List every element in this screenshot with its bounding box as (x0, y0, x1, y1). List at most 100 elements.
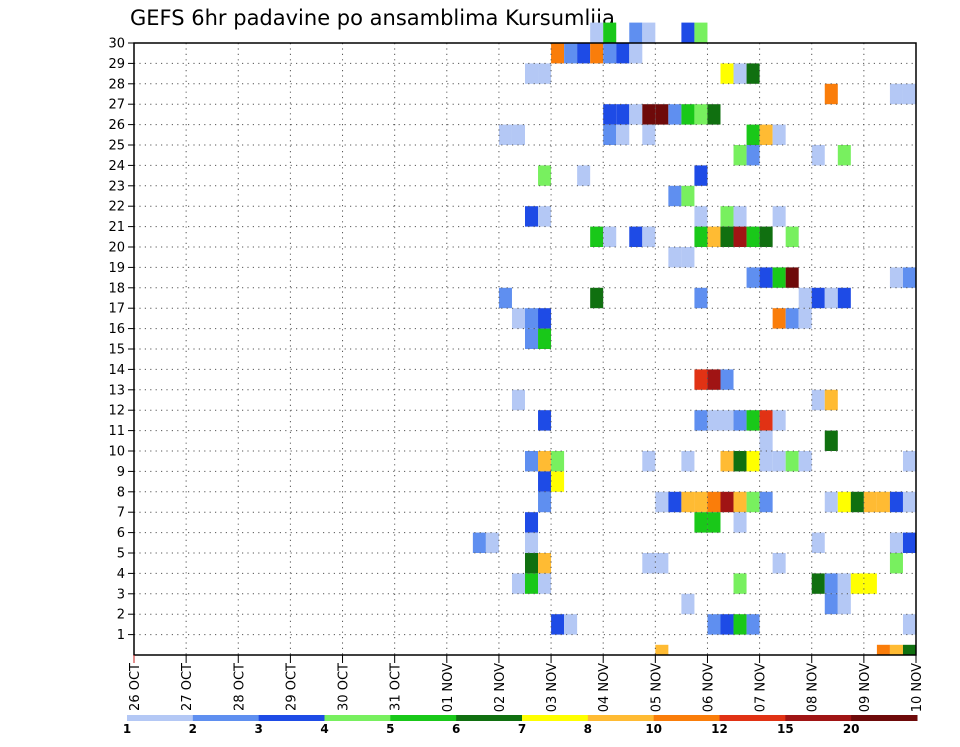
y-tick-label: 22 (108, 200, 125, 215)
x-tick-label: 10 NOV (910, 663, 925, 712)
heatmap-cell (603, 226, 617, 247)
heatmap-cell (538, 491, 552, 513)
legend-swatch (127, 715, 194, 721)
y-tick-label: 29 (108, 57, 125, 72)
heatmap-cell (733, 614, 747, 635)
heatmap-cell (655, 644, 669, 655)
heatmap-cell (616, 43, 630, 64)
heatmap-cell (759, 410, 773, 431)
legend-label: 3 (254, 722, 262, 736)
legend-label: 7 (518, 722, 526, 736)
heatmap-cell (902, 451, 916, 472)
heatmap-cell (720, 369, 734, 390)
x-tick-label: 29 OCT (284, 663, 299, 711)
heatmap-cell (733, 512, 747, 533)
heatmap-cell (863, 491, 877, 513)
heatmap-cell (577, 165, 591, 186)
legend-swatch (719, 715, 786, 721)
y-tick-label: 4 (117, 567, 125, 582)
heatmap-cell (720, 226, 734, 247)
heatmap-cell (798, 308, 812, 329)
heatmap-cell (538, 165, 552, 186)
heatmap-cell (824, 287, 838, 309)
y-tick-label: 27 (108, 98, 125, 113)
x-tick-label: 02 NOV (493, 663, 508, 712)
heatmap-cell (642, 22, 656, 43)
heatmap-cell (694, 491, 708, 513)
heatmap-cell (733, 491, 747, 513)
heatmap-cell (642, 451, 656, 472)
heatmap-cell (551, 471, 565, 492)
heatmap-cell (525, 553, 539, 574)
heatmap-cell (525, 451, 539, 472)
heatmap-cell (681, 104, 695, 125)
heatmap-cell (642, 104, 656, 125)
heatmap-cell (707, 491, 721, 513)
y-tick-label: 13 (108, 383, 125, 398)
heatmap-cell (564, 614, 578, 635)
heatmap-cell (694, 369, 708, 390)
y-tick-label: 23 (108, 179, 125, 194)
heatmap-cell (538, 553, 552, 574)
heatmap-cell (538, 308, 552, 329)
heatmap-cell (525, 512, 539, 533)
heatmap-cell (759, 267, 773, 288)
legend-label: 5 (386, 722, 394, 736)
legend-label: 1 (123, 722, 131, 736)
heatmap-cell (525, 63, 539, 84)
heatmap-cell (564, 43, 578, 64)
heatmap-cell (642, 553, 656, 574)
y-tick-label: 7 (117, 506, 125, 521)
heatmap-cell (694, 410, 708, 431)
legend-swatch (390, 715, 457, 721)
heatmap-cell (850, 491, 864, 513)
heatmap-cell (694, 226, 708, 247)
heatmap-cell (538, 471, 552, 492)
heatmap-cell (824, 389, 838, 411)
heatmap-cell (746, 267, 760, 288)
x-tick-label: 09 NOV (858, 663, 873, 712)
heatmap-cell (629, 104, 643, 125)
legend-label: 12 (711, 722, 728, 736)
heatmap-cell (694, 165, 708, 186)
y-tick-label: 24 (108, 159, 125, 174)
heatmap-cell (772, 206, 786, 227)
x-tick-label: 01 NOV (441, 663, 456, 712)
heatmap-cell (629, 226, 643, 247)
heatmap-cell (720, 491, 734, 513)
heatmap-cell (681, 247, 695, 268)
legend-label: 10 (645, 722, 662, 736)
heatmap-cell (733, 226, 747, 247)
x-tick-label: 27 OCT (180, 663, 195, 711)
heatmap-cell (746, 226, 760, 247)
heatmap-cell (772, 553, 786, 574)
heatmap-cell (694, 287, 708, 309)
y-tick-label: 5 (117, 547, 125, 562)
x-tick-label: 26 OCT (128, 663, 143, 711)
y-tick-label: 26 (108, 118, 125, 133)
heatmap-cell (837, 287, 851, 309)
heatmap-cell (668, 491, 682, 513)
heatmap-cell (785, 267, 799, 288)
heatmap-cell (551, 43, 565, 64)
heatmap-cell (772, 410, 786, 431)
heatmap-cell (577, 43, 591, 64)
heatmap-cell (902, 532, 916, 553)
y-tick-label: 30 (108, 37, 125, 52)
heatmap-cell (694, 206, 708, 227)
legend-label: 20 (843, 722, 860, 736)
heatmap-cell (655, 104, 669, 125)
heatmap-cell (811, 287, 825, 309)
heatmap-cell (733, 63, 747, 84)
heatmap-cell (746, 145, 760, 166)
heatmap-cell (876, 644, 890, 655)
heatmap-cell (785, 451, 799, 472)
legend-swatch (192, 715, 260, 721)
heatmap-cell (785, 308, 799, 329)
heatmap-cell (603, 104, 617, 125)
heatmap-cell (590, 226, 604, 247)
heatmap-cell (525, 206, 539, 227)
heatmap-cell (733, 206, 747, 227)
